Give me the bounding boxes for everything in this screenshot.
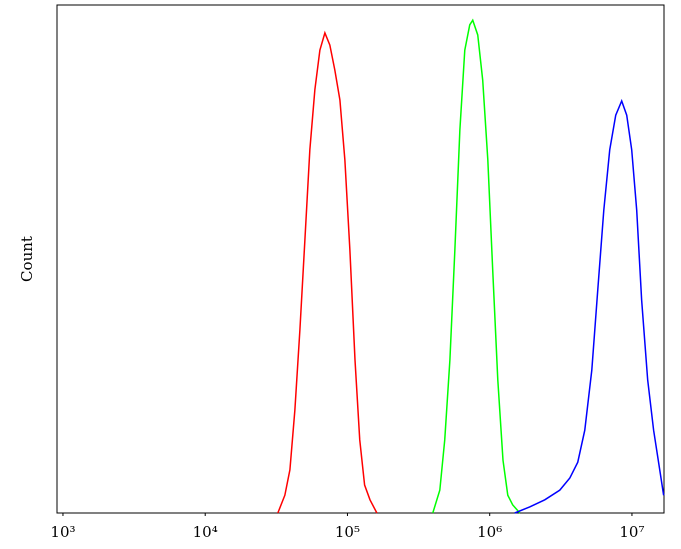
x-tick-label: 10³ [50, 523, 75, 541]
x-tick-label: 10⁶ [477, 523, 502, 541]
x-tick-label: 10⁷ [619, 523, 644, 541]
histogram-line [432, 18, 521, 514]
histogram-line [277, 30, 378, 514]
x-tick-label: 10⁵ [335, 523, 360, 541]
plot-frame [56, 4, 665, 514]
x-tick-label: 10⁴ [193, 523, 218, 541]
y-axis-label: Count [18, 236, 36, 282]
histogram-line [514, 98, 665, 514]
